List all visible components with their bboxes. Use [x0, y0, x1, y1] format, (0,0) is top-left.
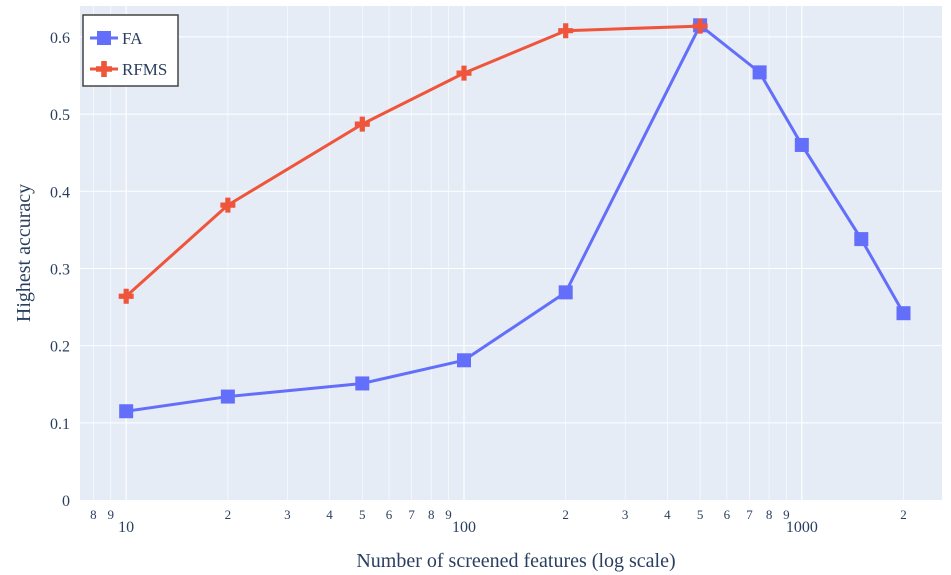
x-tick-label: 9 [783, 507, 790, 522]
x-tick-label: 9 [107, 507, 114, 522]
x-tick-label: 5 [697, 507, 704, 522]
legend-fa-marker [97, 31, 111, 45]
rfms-marker [118, 288, 134, 304]
fa-marker [558, 285, 573, 300]
y-tick-label: 0.2 [50, 339, 70, 356]
rfms-marker [220, 197, 236, 213]
x-tick-label: 5 [359, 507, 366, 522]
x-tick-label: 8 [428, 507, 435, 522]
x-tick-label: 2 [225, 507, 232, 522]
rfms-line [125, 24, 701, 298]
legend-box [82, 14, 179, 87]
x-tick-label: 2 [562, 507, 569, 522]
rfms-marker [692, 18, 708, 34]
legend-rfms-marker [96, 61, 112, 77]
x-tick-label: 4 [326, 507, 333, 522]
x-tick-label: 1000 [786, 519, 818, 536]
y-tick-label: 0 [62, 493, 70, 510]
legend-fa-label: FA [122, 29, 143, 48]
series-layer [118, 18, 911, 419]
x-tick-label: 3 [622, 507, 629, 522]
rfms-marker [354, 116, 370, 132]
y-tick-label: 0.6 [50, 30, 70, 47]
x-tick-label: 6 [386, 507, 393, 522]
fa-marker [220, 389, 235, 404]
x-tick-label: 9 [445, 507, 452, 522]
x-tick-label: 6 [724, 507, 731, 522]
legend-rfms-label: RFMS [122, 60, 167, 79]
legend: FA RFMS [82, 14, 179, 87]
y-tick-label: 0.4 [50, 184, 70, 201]
fa-marker [854, 232, 869, 247]
x-tick-label: 7 [746, 507, 753, 522]
fa-marker [752, 65, 767, 80]
fa-line [125, 23, 905, 413]
x-tick-label: 10 [118, 519, 134, 536]
fa-marker [355, 376, 370, 391]
x-axis-title: Number of screened features (log scale) [356, 550, 675, 572]
y-tick-label: 0.1 [50, 416, 70, 433]
y-axis-title: Highest accuracy [13, 184, 35, 322]
fa-marker [456, 353, 471, 368]
x-tick-label: 8 [766, 507, 773, 522]
x-tick-label: 100 [452, 519, 476, 536]
y-tick-label: 0.5 [50, 107, 70, 124]
grid-lines [80, 6, 942, 500]
x-tick-label: 3 [284, 507, 291, 522]
rfms-marker [456, 65, 472, 81]
fa-marker [119, 404, 134, 419]
x-tick-label: 2 [900, 507, 907, 522]
fa-marker [896, 306, 911, 321]
x-tick-label: 4 [664, 507, 671, 522]
y-tick-label: 0.3 [50, 261, 70, 278]
fa-marker [794, 137, 809, 152]
x-tick-label: 8 [90, 507, 97, 522]
rfms-marker [558, 23, 574, 39]
x-tick-label: 7 [408, 507, 415, 522]
plot-area [80, 6, 942, 500]
